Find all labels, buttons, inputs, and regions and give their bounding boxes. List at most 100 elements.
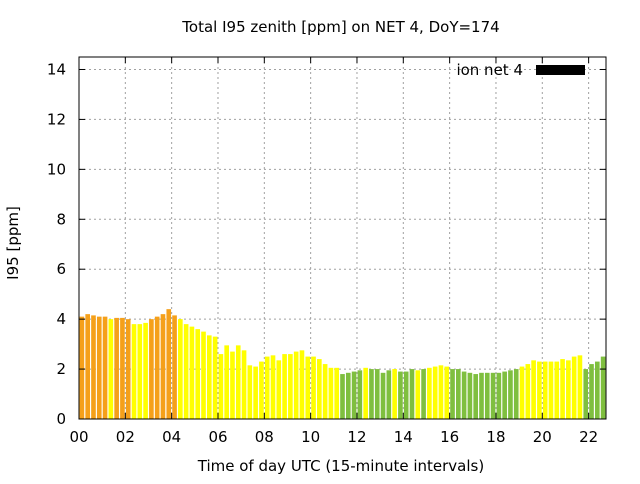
bar [566,360,571,419]
bar [508,370,513,419]
bar [427,367,432,419]
bar [259,361,264,419]
x-tick-label: 18 [486,428,505,446]
bar [235,345,241,419]
bar [374,369,380,419]
bar [293,351,299,419]
bar [351,371,357,419]
bar [270,355,276,419]
bar [386,370,392,419]
y-axis-label: I95 [ppm] [4,206,22,280]
bar [276,360,282,419]
bar [450,369,455,419]
bar [311,356,316,419]
bar [288,354,293,419]
bar [224,345,229,419]
bar [519,366,525,419]
x-axis-label: Time of day UTC (15-minute intervals) [197,457,484,475]
bar [369,369,374,419]
bar [120,317,125,419]
bar [137,324,143,419]
bar [178,319,183,419]
x-tick-label: 00 [69,428,88,446]
x-tick-label: 02 [116,428,135,446]
bar [322,364,328,419]
bar [206,335,212,419]
plot-frame [78,56,607,420]
bar [583,369,589,419]
x-tick-label: 20 [533,428,552,446]
bar [467,372,473,419]
bar [166,309,172,419]
bar [91,315,96,419]
bar [531,360,536,419]
bar [594,361,600,419]
bar [160,314,166,419]
bar [230,351,235,419]
bar [484,372,490,419]
bar [415,370,421,419]
bar [461,371,467,419]
y-tick-label: 6 [56,260,66,278]
bar [102,316,108,419]
bar [502,371,507,419]
bar [438,365,444,419]
bar [363,367,368,419]
y-tick-label: 8 [56,210,66,228]
bar [548,361,554,419]
bar [473,374,479,419]
bar [79,316,85,419]
bar [143,322,148,419]
bar [490,372,496,419]
bar [398,371,403,419]
bar [479,372,484,419]
bar [380,372,386,419]
bar [357,370,363,419]
bar [577,355,583,419]
bar [131,324,137,419]
bar [560,359,565,419]
bar [496,372,502,419]
y-tick-label: 4 [56,310,66,328]
x-tick-label: 16 [440,428,459,446]
legend-label: ion net 4 [456,61,523,79]
bar [403,371,409,419]
x-tick-label: 22 [579,428,598,446]
legend-swatch [536,65,585,75]
y-tick-label: 10 [47,160,66,178]
bar [195,329,201,419]
bar [392,369,397,419]
bar [432,366,438,419]
bar [525,364,531,419]
bar [201,331,206,419]
bar [345,372,351,419]
bar [334,367,340,419]
bar [114,317,119,419]
chart-title: Total I95 zenith [ppm] on NET 4, DoY=174 [181,18,499,36]
y-tick-label: 2 [56,360,66,378]
bar [317,359,322,419]
bar [154,316,160,419]
x-tick-label: 10 [301,428,320,446]
bar [282,354,287,419]
x-tick-label: 06 [208,428,227,446]
bar [600,356,606,419]
bar [542,361,548,419]
bar [305,356,311,419]
legend: ion net 4 [456,61,585,79]
bar [212,336,218,419]
bar [340,374,345,419]
x-tick-label: 12 [347,428,366,446]
bar [554,361,560,419]
bar [96,316,102,419]
bar [183,324,189,419]
y-tick-label: 12 [47,110,66,128]
bar [513,369,519,419]
bar [85,314,91,419]
x-tick-label: 08 [255,428,274,446]
bar [456,369,461,419]
x-tick-label: 04 [162,428,181,446]
bar [571,356,577,419]
